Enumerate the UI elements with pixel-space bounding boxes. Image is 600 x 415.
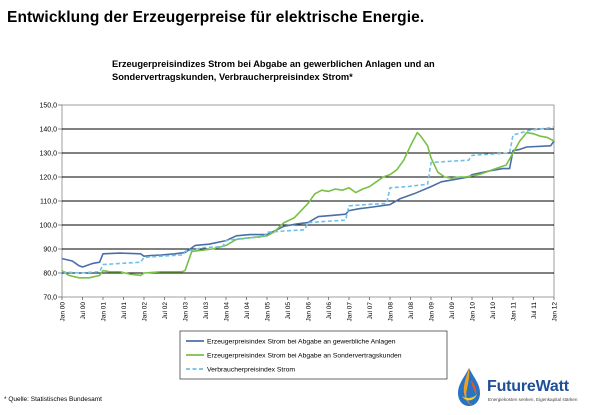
y-tick-label: 150,0	[39, 103, 57, 110]
series-line-3	[61, 125, 555, 274]
x-tick-label: Jan 04	[224, 302, 231, 322]
x-tick-label: Jul 07	[367, 302, 374, 320]
y-tick-label: 120,0	[39, 175, 57, 182]
source-note: * Quelle: Statistisches Bundesamt	[4, 396, 102, 403]
slide-title: Entwicklung der Erzeugerpreise für elekt…	[7, 9, 425, 26]
x-tick-label: Jan 08	[388, 302, 395, 322]
x-tick-label: Jul 05	[285, 302, 292, 320]
x-tick-label: Jan 00	[60, 302, 67, 322]
x-tick-label: Jul 04	[244, 302, 251, 320]
y-tick-label: 140,0	[39, 127, 57, 134]
x-tick-label: Jul 06	[326, 302, 333, 320]
logo-tagline: Energiekosten senken, Eigenkapital stärk…	[488, 397, 578, 402]
series-line-2	[61, 131, 555, 279]
chart-title-line-2: Sondervertragskunden, Verbraucherpreisin…	[112, 72, 353, 82]
x-tick-label: Jan 09	[429, 302, 436, 322]
x-tick-label: Jul 02	[162, 302, 169, 320]
chart-title-line-1: Erzeugerpreisindizes Strom bei Abgabe an…	[112, 59, 435, 69]
chart-title: Erzeugerpreisindizes Strom bei Abgabe an…	[112, 58, 512, 84]
x-tick-label: Jan 02	[142, 302, 149, 322]
y-tick-label: 100,0	[39, 223, 57, 230]
x-tick-label: Jul 08	[408, 302, 415, 320]
x-tick-label: Jan 10	[470, 302, 477, 322]
y-tick-label: 70,0	[43, 295, 57, 302]
x-tick-label: Jan 06	[306, 302, 313, 322]
logo-wordmark: FutureWatt	[487, 378, 569, 395]
legend-label-3: Verbraucherpreisindex Strom	[207, 367, 295, 374]
legend-label-1: Erzeugerpreisindex Strom bei Abgabe an g…	[207, 339, 396, 346]
x-tick-label: Jul 10	[490, 302, 497, 320]
legend-label-2: Erzeugerpreisindex Strom bei Abgabe an S…	[207, 353, 402, 360]
x-tick-label: Jan 03	[183, 302, 190, 322]
futurewatt-logo: FutureWatt Energiekosten senken, Eigenka…	[454, 366, 594, 412]
x-tick-label: Jan 11	[511, 302, 518, 321]
x-tick-label: Jul 03	[203, 302, 210, 320]
futurewatt-logo-icon	[458, 368, 480, 406]
x-tick-label: Jul 01	[121, 302, 128, 320]
legend-box	[179, 330, 448, 380]
y-tick-label: 110,0	[40, 199, 57, 206]
x-tick-label: Jan 05	[265, 302, 272, 322]
x-tick-label: Jan 01	[101, 302, 108, 322]
x-tick-label: Jan 07	[347, 302, 354, 322]
x-tick-label: Jan 12	[552, 302, 559, 322]
x-tick-label: Jul 11	[531, 302, 538, 319]
y-tick-label: 90,0	[43, 247, 57, 254]
y-tick-label: 130,0	[39, 151, 57, 158]
x-tick-label: Jul 09	[449, 302, 456, 320]
y-tick-label: 80,0	[43, 271, 57, 278]
x-tick-label: Jul 00	[80, 302, 87, 320]
